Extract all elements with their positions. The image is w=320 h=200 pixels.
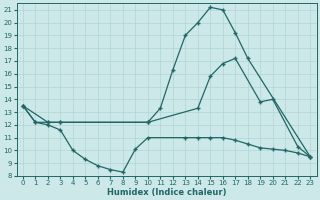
X-axis label: Humidex (Indice chaleur): Humidex (Indice chaleur) bbox=[107, 188, 226, 197]
